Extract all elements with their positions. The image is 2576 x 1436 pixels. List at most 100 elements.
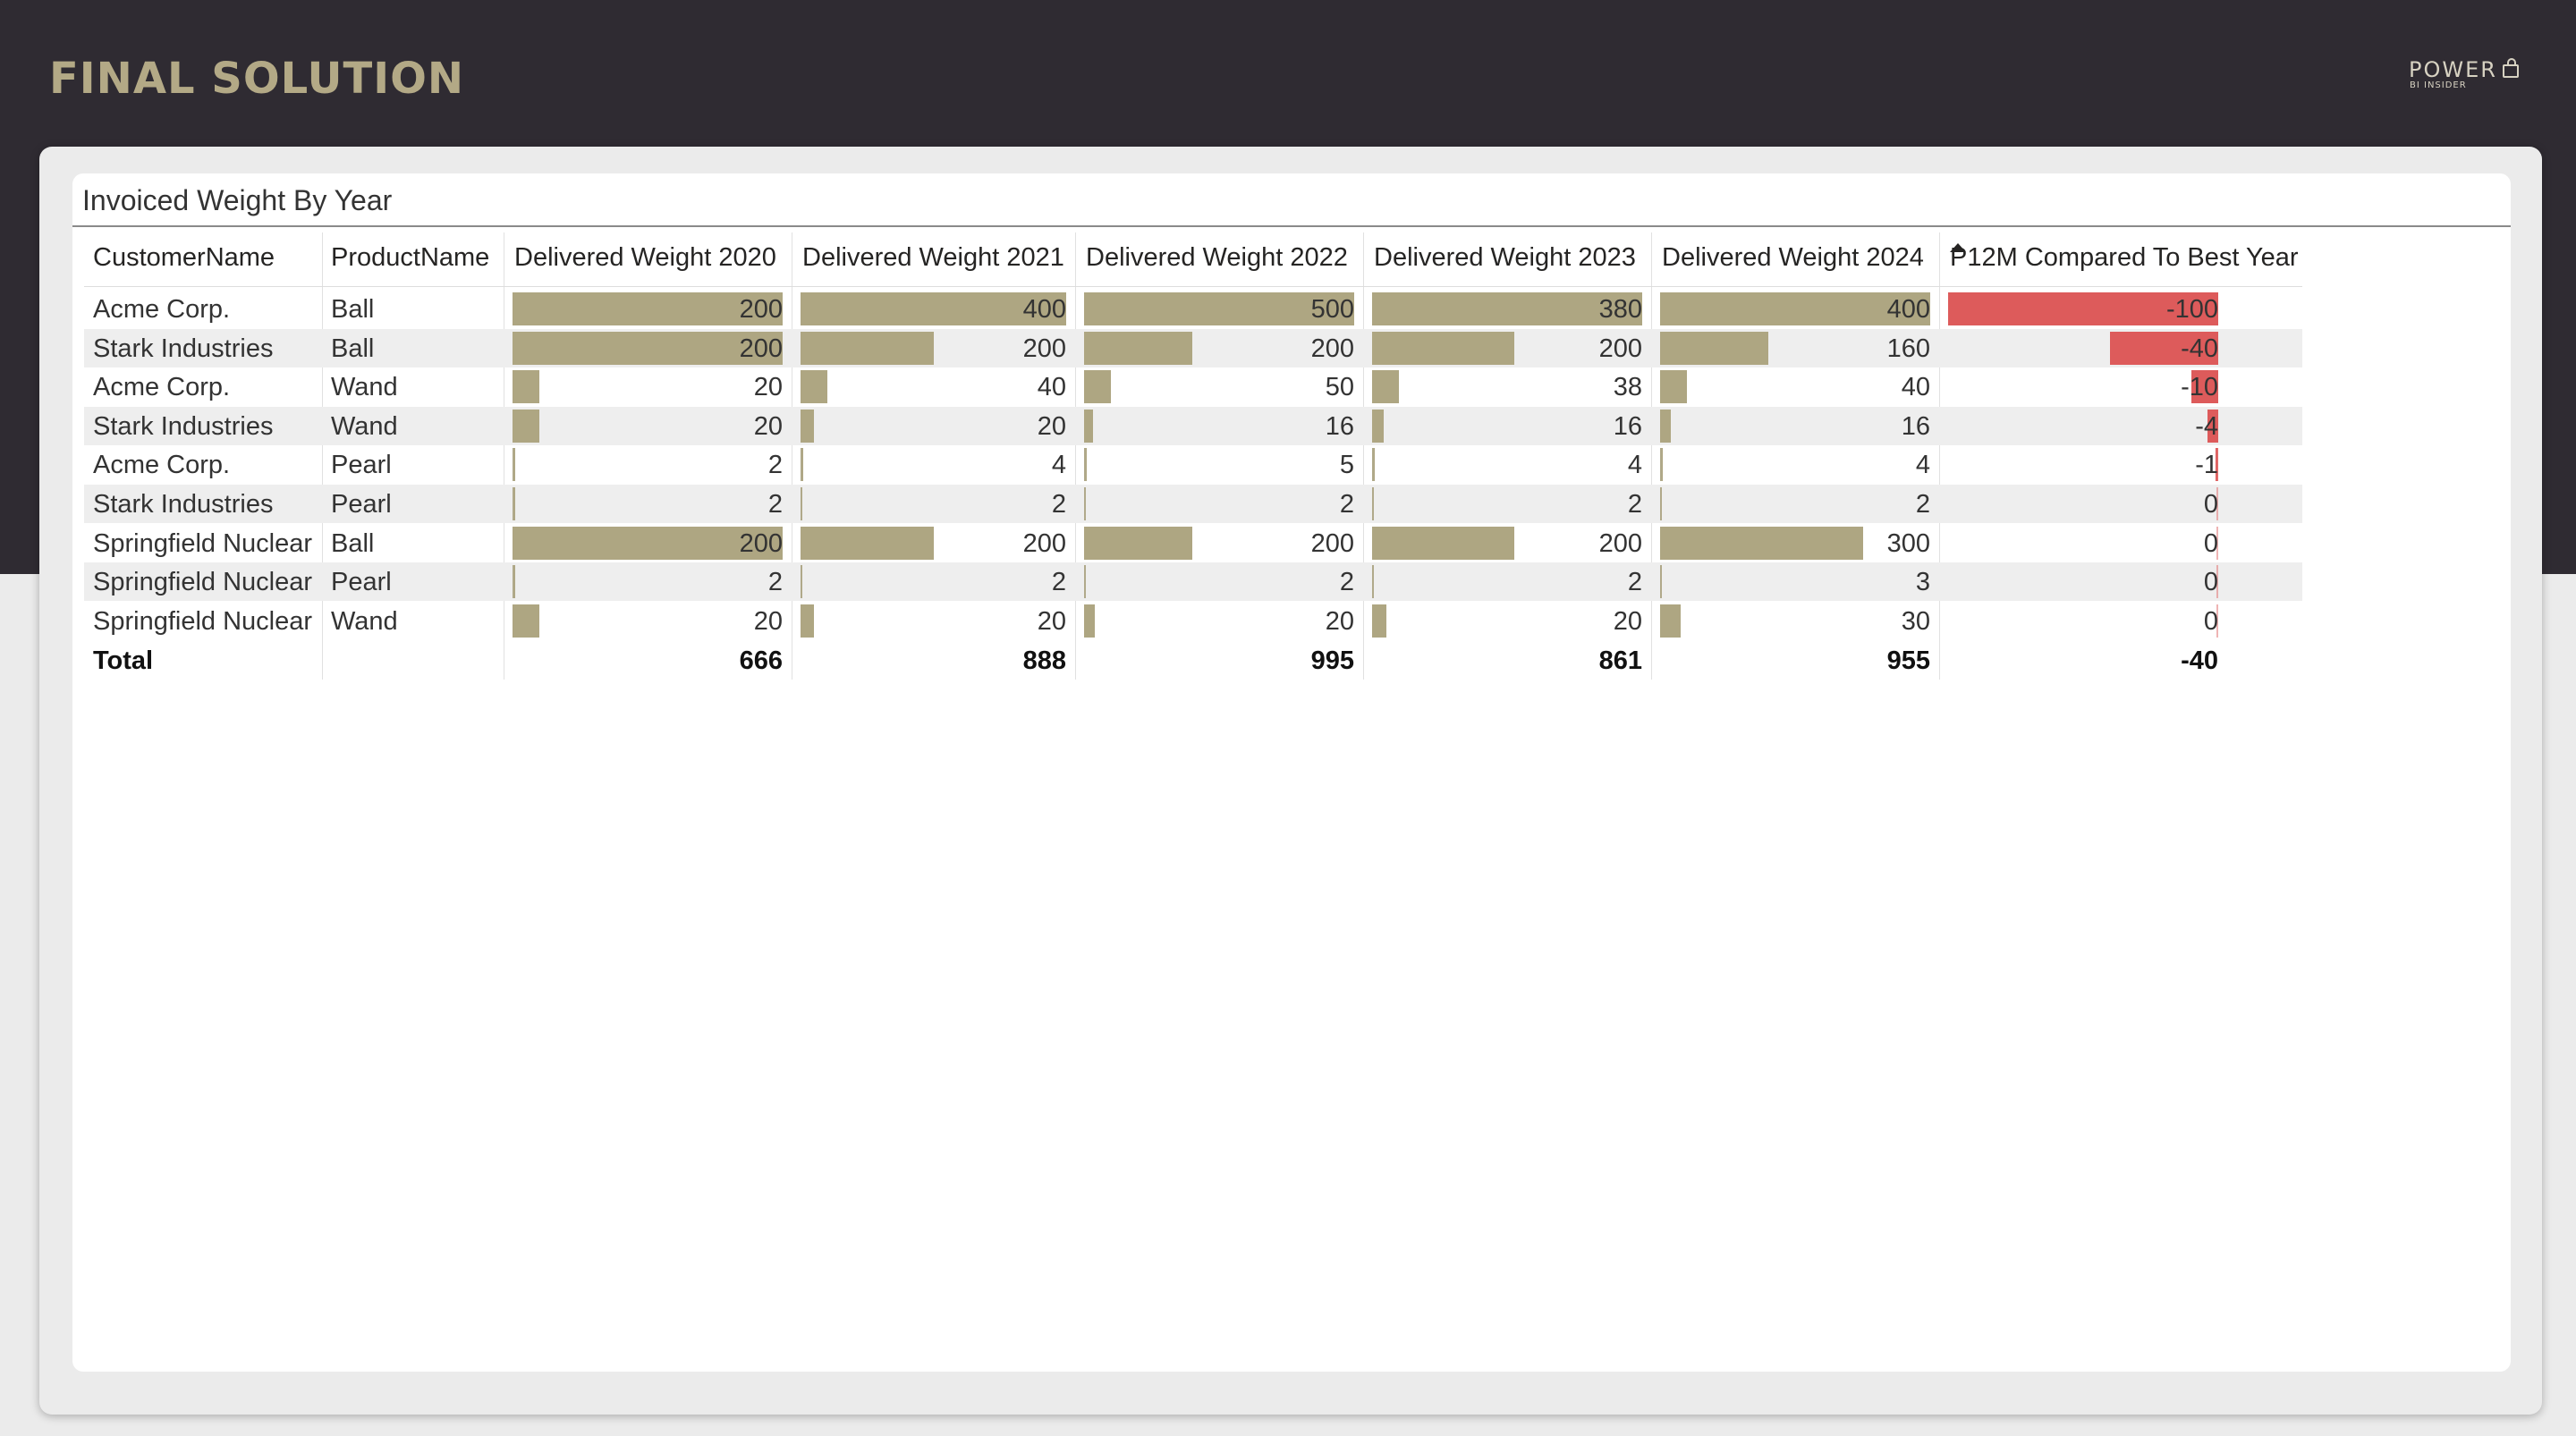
column-header[interactable]: Delivered Weight 2023 [1363, 232, 1651, 286]
column-header[interactable]: Delivered Weight 2021 [792, 232, 1075, 286]
data-bar [1084, 409, 1093, 443]
sort-ascending-icon[interactable] [1950, 243, 1966, 252]
weight-value: 0 [2203, 568, 2218, 597]
customer-name: Stark Industries [93, 411, 274, 441]
product-name: Wand [331, 606, 398, 636]
product-name-cell: Pearl [322, 445, 504, 484]
total-label: Total [93, 646, 154, 676]
bar-axis-line [1084, 448, 1086, 482]
data-bar [1084, 331, 1192, 365]
column-header[interactable]: CustomerName [84, 232, 322, 286]
table-row[interactable]: Acme Corp. Wand 20 40 50 38 40 -10 [84, 367, 2302, 406]
weight-value: 400 [1022, 295, 1066, 324]
bar-axis-line [1084, 565, 1086, 599]
table-row[interactable]: Springfield Nuclear Wand 20 20 20 20 30 0 [84, 602, 2302, 640]
total-value: 995 [1310, 646, 1354, 676]
weight-value: 380 [1598, 295, 1642, 324]
weight-value: -40 [2181, 334, 2218, 363]
weight-value: 20 [1037, 411, 1066, 441]
customer-name: Springfield Nuclear [93, 606, 313, 636]
weight-cell: 200 [792, 524, 1075, 562]
weight-value: 2 [767, 568, 783, 597]
weight-cell: 2 [504, 445, 792, 484]
product-name: Wand [331, 373, 398, 402]
weight-cell: -100 [1939, 290, 2227, 328]
column-header-label: Delivered Weight 2023 [1374, 243, 1636, 272]
product-name: Ball [331, 295, 375, 324]
table-row[interactable]: Stark Industries Wand 20 20 16 16 16 -4 [84, 406, 2302, 445]
weight-cell: 20 [792, 602, 1075, 640]
weight-value: 16 [1901, 411, 1930, 441]
total-value-cell: 955 [1651, 641, 1939, 680]
weight-cell: 380 [1363, 290, 1651, 328]
product-name-cell: Wand [322, 367, 504, 406]
weight-value: 200 [1598, 334, 1642, 363]
table-row[interactable]: Stark Industries Ball 200 200 200 200 160 -40 [84, 328, 2302, 367]
weight-value: -1 [2195, 451, 2218, 480]
data-bar [1660, 331, 1768, 365]
weight-cell: 2 [1363, 562, 1651, 601]
product-name-cell: Pearl [322, 562, 504, 601]
weight-cell: 20 [1363, 602, 1651, 640]
visual-title: Invoiced Weight By Year [82, 184, 393, 216]
column-header[interactable]: Delivered Weight 2022 [1075, 232, 1363, 286]
weight-value: 30 [1901, 606, 1930, 636]
matrix-visual[interactable]: Invoiced Weight By Year CustomerName Prod… [72, 173, 2511, 1372]
weight-cell: 2 [1651, 485, 1939, 523]
column-header-label: Delivered Weight 2024 [1662, 243, 1924, 272]
weight-cell: 20 [504, 602, 792, 640]
column-header[interactable]: Delivered Weight 2024 [1651, 232, 1939, 286]
weight-value: 38 [1613, 373, 1642, 402]
customer-name-cell: Stark Industries [84, 485, 322, 523]
table-row[interactable]: Springfield Nuclear Pearl 2 2 2 2 3 0 [84, 562, 2302, 602]
weight-value: 200 [1310, 528, 1354, 558]
weight-value: 2 [1051, 490, 1066, 519]
bar-axis-line [801, 565, 802, 599]
weight-value: 40 [1901, 373, 1930, 402]
weight-cell: -10 [1939, 367, 2227, 406]
table-row[interactable]: Springfield Nuclear Ball 200 200 200 200 300 0 [84, 524, 2302, 562]
customer-name: Springfield Nuclear [93, 528, 313, 558]
data-bar [1660, 604, 1681, 638]
logo-wordmark: POWER [2409, 57, 2519, 80]
weight-value: 2 [1627, 490, 1642, 519]
weight-value: 200 [739, 334, 783, 363]
weight-value: 2 [767, 451, 783, 480]
table-row[interactable]: Stark Industries Pearl 2 2 2 2 2 0 [84, 485, 2302, 523]
weight-value: 20 [753, 411, 783, 441]
weight-cell: 200 [1075, 329, 1363, 367]
column-header[interactable]: Delivered Weight 2020 [504, 232, 792, 286]
data-bar [801, 604, 814, 638]
weight-cell: 4 [1651, 445, 1939, 484]
data-bar [1084, 604, 1095, 638]
bar-axis-line [2216, 604, 2218, 638]
weight-cell: 3 [1651, 562, 1939, 601]
weight-value: 200 [1598, 528, 1642, 558]
bar-axis-line [2216, 526, 2218, 560]
column-header-label: ProductName [331, 243, 490, 272]
bar-axis-line [2216, 565, 2218, 599]
weight-cell: 2 [1075, 562, 1363, 601]
weight-value: 20 [1325, 606, 1354, 636]
table-row[interactable]: Acme Corp. Ball 200 400 500 380 400 -100 [84, 290, 2302, 328]
weight-value: 160 [1886, 334, 1930, 363]
weight-cell: 400 [792, 290, 1075, 328]
column-header[interactable]: P12M Compared To Best Year [1939, 232, 2299, 286]
weight-value: -4 [2195, 411, 2218, 441]
weight-cell: 200 [1363, 329, 1651, 367]
column-header[interactable]: ProductName [322, 232, 504, 286]
weight-cell: 500 [1075, 290, 1363, 328]
weight-cell: 20 [504, 407, 792, 445]
data-bar [1660, 370, 1687, 404]
product-name-cell: Wand [322, 407, 504, 445]
weight-cell: 2 [1075, 485, 1363, 523]
table-row[interactable]: Acme Corp. Pearl 2 4 5 4 4 -1 [84, 445, 2302, 484]
weight-cell: 200 [504, 524, 792, 562]
negative-data-bar [2207, 409, 2218, 443]
weight-cell: 200 [792, 329, 1075, 367]
weight-cell: 0 [1939, 524, 2227, 562]
weight-cell: 38 [1363, 367, 1651, 406]
customer-name-cell: Acme Corp. [84, 290, 322, 328]
weight-cell: 200 [504, 329, 792, 367]
data-bar [1372, 331, 1514, 365]
